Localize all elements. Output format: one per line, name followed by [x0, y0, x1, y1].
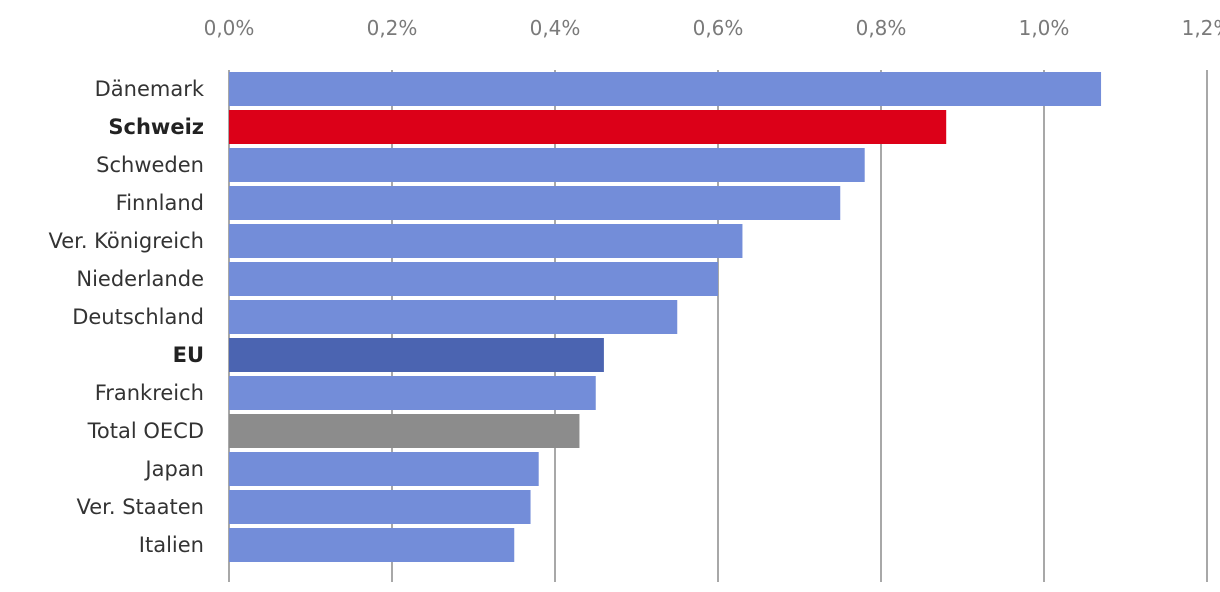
category-label-eu: EU	[173, 343, 204, 367]
bar-ver-staaten	[229, 490, 531, 524]
bar-total-oecd	[229, 414, 580, 448]
category-label-daenemark: Dänemark	[95, 77, 205, 101]
category-label-deutschland: Deutschland	[72, 305, 204, 329]
category-label-ver-staaten: Ver. Staaten	[77, 495, 204, 519]
x-tick-label: 1,2%	[1182, 16, 1220, 40]
category-label-total-oecd: Total OECD	[87, 419, 204, 443]
category-label-frankreich: Frankreich	[95, 381, 204, 405]
bar-eu	[229, 338, 604, 372]
x-tick-label: 0,2%	[367, 16, 418, 40]
bar-schweiz	[229, 110, 947, 144]
x-tick-label: 0,4%	[530, 16, 581, 40]
bar-japan	[229, 452, 539, 486]
category-label-japan: Japan	[143, 457, 204, 481]
category-label-ver-koenigreich: Ver. Königreich	[48, 229, 204, 253]
x-tick-label: 1,0%	[1019, 16, 1070, 40]
category-label-niederlande: Niederlande	[76, 267, 204, 291]
x-axis-tick-labels: 0,0% 0,2% 0,4% 0,6% 0,8% 1,0% 1,2%	[204, 16, 1220, 40]
bar-ver-koenigreich	[229, 224, 743, 258]
x-tick-label: 0,0%	[204, 16, 255, 40]
category-label-schweiz: Schweiz	[108, 115, 204, 139]
x-tick-label: 0,8%	[856, 16, 907, 40]
bar-italien	[229, 528, 515, 562]
bar-deutschland	[229, 300, 678, 334]
bars	[229, 72, 1102, 562]
category-labels: Dänemark Schweiz Schweden Finnland Ver. Köni…	[48, 77, 204, 557]
bar-frankreich	[229, 376, 596, 410]
bar-daenemark	[229, 72, 1102, 106]
category-label-italien: Italien	[139, 533, 204, 557]
bar-finnland	[229, 186, 841, 220]
bar-niederlande	[229, 262, 718, 296]
category-label-schweden: Schweden	[96, 153, 204, 177]
bar-schweden	[229, 148, 865, 182]
category-label-finnland: Finnland	[116, 191, 204, 215]
x-tick-label: 0,6%	[693, 16, 744, 40]
